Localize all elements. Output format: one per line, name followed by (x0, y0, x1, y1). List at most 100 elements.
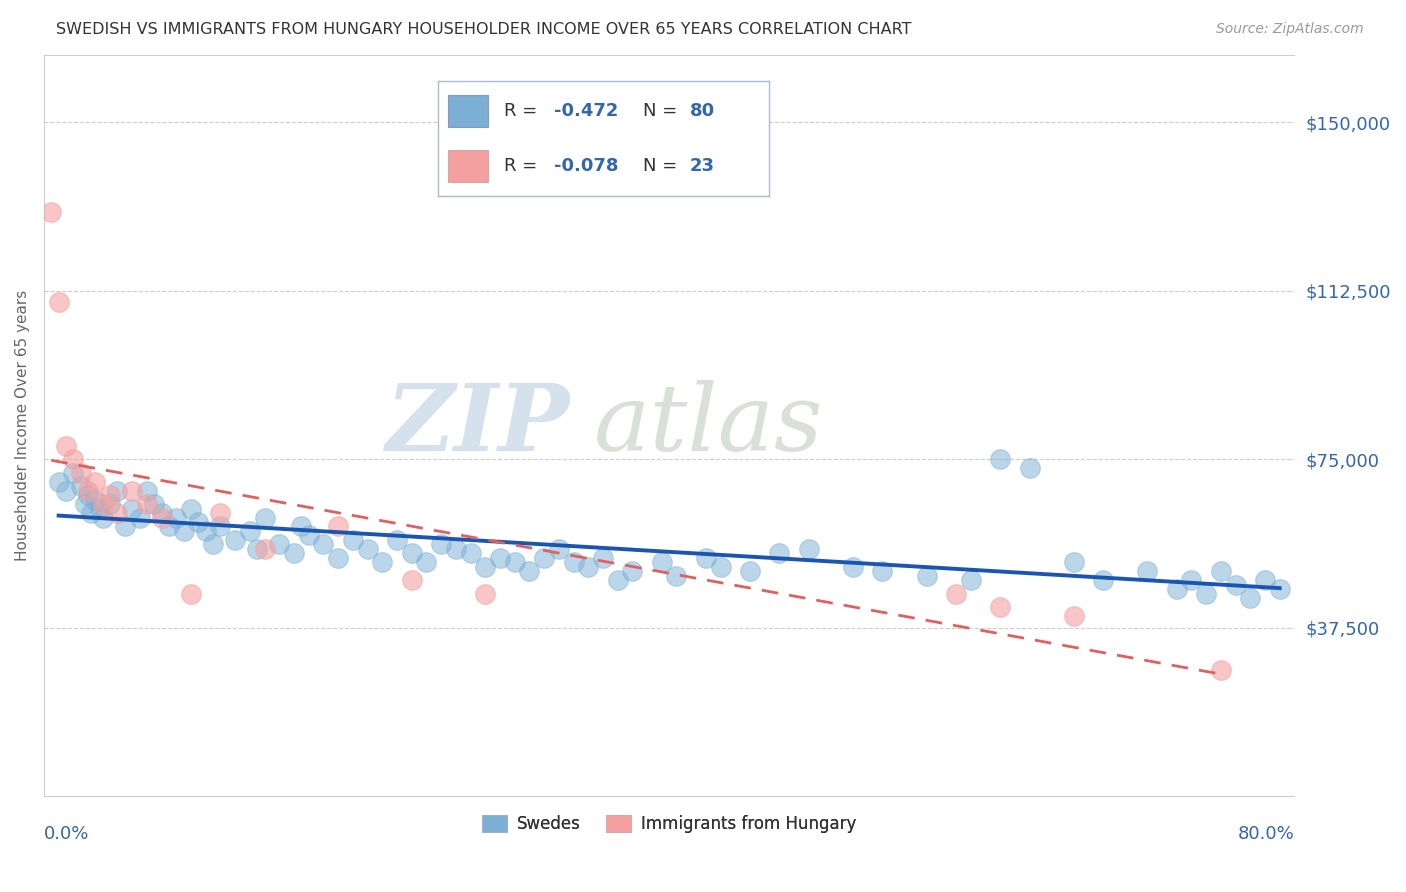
Point (150, 506, 173, 520)
Point (621, 565, 644, 579)
Point (356, 541, 378, 556)
Point (75, 497, 97, 511)
Text: Source: ZipAtlas.com: Source: ZipAtlas.com (1216, 22, 1364, 37)
Point (165, 510, 187, 524)
Point (474, 560, 496, 574)
Point (246, 541, 269, 556)
Point (576, 560, 599, 574)
Point (80, 506, 103, 520)
Point (312, 537, 335, 551)
Point (842, 560, 865, 574)
Point (224, 533, 246, 547)
Point (55, 483, 77, 498)
Point (143, 497, 166, 511)
Point (738, 565, 761, 579)
Point (269, 537, 291, 551)
Point (107, 483, 129, 498)
Point (62, 466, 84, 480)
Point (547, 541, 569, 556)
Point (592, 550, 614, 565)
Point (444, 541, 467, 556)
Point (209, 519, 232, 533)
Point (651, 556, 673, 570)
Point (89, 501, 111, 516)
Point (988, 600, 1011, 615)
Point (69, 479, 91, 493)
Point (1239, 591, 1261, 606)
Point (77, 483, 100, 498)
Point (1136, 565, 1159, 579)
Point (114, 519, 136, 533)
Point (77, 488, 100, 502)
Point (1063, 609, 1085, 624)
Point (135, 497, 157, 511)
Point (253, 541, 276, 556)
Point (1063, 556, 1085, 570)
Point (187, 515, 209, 529)
Text: ZIP: ZIP (385, 381, 569, 470)
Point (401, 546, 423, 560)
Point (1225, 578, 1247, 592)
Point (945, 587, 967, 601)
Point (768, 546, 790, 560)
Point (460, 546, 482, 560)
Text: atlas: atlas (595, 381, 824, 470)
Point (194, 524, 217, 538)
Point (1254, 574, 1277, 588)
Point (39, 205, 62, 219)
Text: 0.0%: 0.0% (44, 825, 89, 844)
Point (474, 587, 496, 601)
Point (209, 506, 232, 520)
Point (326, 519, 349, 533)
Point (157, 519, 180, 533)
Point (180, 501, 202, 516)
Point (253, 510, 276, 524)
Point (62, 452, 84, 467)
Point (519, 565, 541, 579)
Point (150, 510, 173, 524)
Point (988, 452, 1011, 467)
Point (84, 492, 107, 507)
Point (695, 550, 717, 565)
Point (915, 569, 938, 583)
Point (91, 510, 114, 524)
Point (1018, 461, 1040, 475)
Point (107, 506, 129, 520)
Point (121, 483, 143, 498)
Point (202, 537, 225, 551)
Point (665, 569, 688, 583)
Point (710, 560, 733, 574)
Point (503, 556, 526, 570)
Point (1180, 574, 1202, 588)
Point (121, 501, 143, 516)
Point (385, 533, 408, 547)
Point (283, 546, 305, 560)
Point (606, 574, 628, 588)
Y-axis label: Householder Income Over 65 years: Householder Income Over 65 years (15, 290, 30, 561)
Point (872, 565, 894, 579)
Point (173, 524, 195, 538)
Point (84, 475, 107, 489)
Point (239, 524, 262, 538)
Point (48, 295, 70, 310)
Point (401, 574, 423, 588)
Point (371, 556, 394, 570)
Point (1268, 582, 1291, 597)
Point (298, 528, 321, 542)
Point (180, 587, 202, 601)
Point (128, 510, 150, 524)
Point (959, 574, 981, 588)
Text: SWEDISH VS IMMIGRANTS FROM HUNGARY HOUSEHOLDER INCOME OVER 65 YEARS CORRELATION : SWEDISH VS IMMIGRANTS FROM HUNGARY HOUSE… (56, 22, 911, 37)
Point (55, 439, 77, 453)
Point (48, 475, 70, 489)
Point (562, 556, 585, 570)
Text: 80.0%: 80.0% (1237, 825, 1295, 844)
Point (1166, 582, 1188, 597)
Point (415, 556, 437, 570)
Point (290, 519, 312, 533)
Point (98, 497, 121, 511)
Point (1195, 587, 1218, 601)
Point (69, 466, 91, 480)
Point (326, 550, 349, 565)
Point (1092, 574, 1115, 588)
